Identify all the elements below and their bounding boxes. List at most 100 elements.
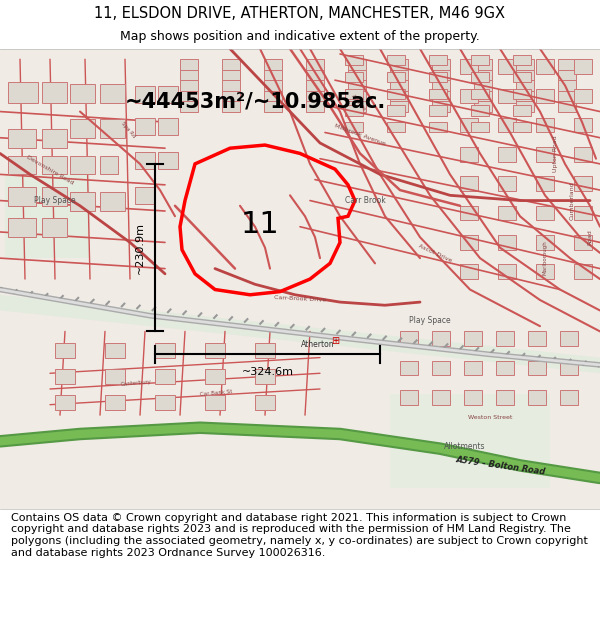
Bar (348, 101, 366, 111)
Bar (474, 91, 492, 101)
Bar (558, 91, 576, 101)
Bar (100, 84, 125, 103)
Bar (400, 331, 418, 346)
Bar (205, 395, 225, 410)
Bar (135, 118, 155, 134)
Bar (180, 69, 198, 80)
Text: Marlborough: Marlborough (542, 241, 548, 276)
Bar (306, 80, 324, 91)
Bar (516, 101, 534, 111)
Bar (348, 91, 366, 101)
Bar (345, 72, 363, 82)
Bar (70, 192, 95, 211)
Text: Map shows position and indicative extent of the property.: Map shows position and indicative extent… (120, 30, 480, 43)
Bar (429, 105, 447, 116)
Text: ~230.9m: ~230.9m (135, 222, 145, 274)
Bar (496, 361, 514, 376)
Text: Cumberland: Cumberland (569, 181, 575, 220)
Bar (429, 89, 447, 99)
Bar (390, 80, 408, 91)
Bar (8, 82, 38, 103)
Bar (180, 59, 198, 69)
Bar (513, 72, 531, 82)
Bar (222, 69, 240, 80)
Text: Devonshire Road: Devonshire Road (26, 155, 74, 186)
Bar (474, 101, 492, 111)
Text: Ascot Drive: Ascot Drive (418, 243, 452, 263)
Bar (574, 147, 592, 162)
Bar (8, 156, 36, 174)
Bar (105, 369, 125, 384)
Bar (536, 147, 554, 162)
Bar (498, 59, 516, 74)
Bar (348, 59, 366, 69)
Bar (460, 59, 478, 74)
Bar (536, 176, 554, 191)
Bar (496, 331, 514, 346)
Bar (432, 69, 450, 80)
Text: Spa Rd: Spa Rd (120, 121, 136, 139)
Text: Play Space: Play Space (34, 196, 76, 205)
Bar (432, 331, 450, 346)
Bar (536, 118, 554, 132)
Bar (8, 129, 36, 148)
Bar (574, 89, 592, 103)
Bar (498, 176, 516, 191)
Bar (306, 69, 324, 80)
Bar (70, 156, 95, 174)
Polygon shape (0, 295, 600, 373)
Text: Carr-Brook Drive: Carr-Brook Drive (274, 296, 326, 303)
Bar (460, 206, 478, 221)
Bar (205, 343, 225, 357)
Text: ~324.6m: ~324.6m (241, 367, 293, 377)
Text: Avenue: Avenue (350, 94, 367, 112)
Bar (255, 369, 275, 384)
Bar (70, 84, 95, 103)
Bar (536, 89, 554, 103)
Bar (8, 187, 36, 206)
Bar (528, 361, 546, 376)
Bar (155, 343, 175, 357)
Bar (264, 80, 282, 91)
Bar (536, 59, 554, 74)
Bar (42, 156, 67, 174)
Bar (560, 331, 578, 346)
Text: ⊞: ⊞ (331, 336, 339, 346)
Bar (498, 89, 516, 103)
Bar (205, 369, 225, 384)
Bar (42, 129, 67, 148)
Bar (560, 390, 578, 405)
Bar (513, 55, 531, 66)
Bar (180, 101, 198, 111)
Bar (432, 361, 450, 376)
Bar (390, 91, 408, 101)
Bar (180, 91, 198, 101)
Bar (432, 390, 450, 405)
Bar (558, 80, 576, 91)
Bar (255, 395, 275, 410)
Bar (460, 235, 478, 250)
Bar (400, 390, 418, 405)
Bar (306, 59, 324, 69)
Text: Carr Brook: Carr Brook (345, 196, 386, 205)
Bar (574, 264, 592, 279)
Bar (464, 331, 482, 346)
Bar (390, 394, 550, 489)
Bar (432, 101, 450, 111)
Bar (387, 89, 405, 99)
Bar (264, 59, 282, 69)
Bar (180, 80, 198, 91)
Bar (387, 122, 405, 132)
Bar (513, 122, 531, 132)
Bar (348, 80, 366, 91)
Bar (100, 156, 118, 174)
Bar (429, 55, 447, 66)
Bar (516, 69, 534, 80)
Bar (471, 72, 489, 82)
Bar (55, 395, 75, 410)
Bar (464, 361, 482, 376)
Text: Upton Road: Upton Road (553, 135, 557, 172)
Bar (558, 101, 576, 111)
Bar (471, 122, 489, 132)
Bar (498, 264, 516, 279)
